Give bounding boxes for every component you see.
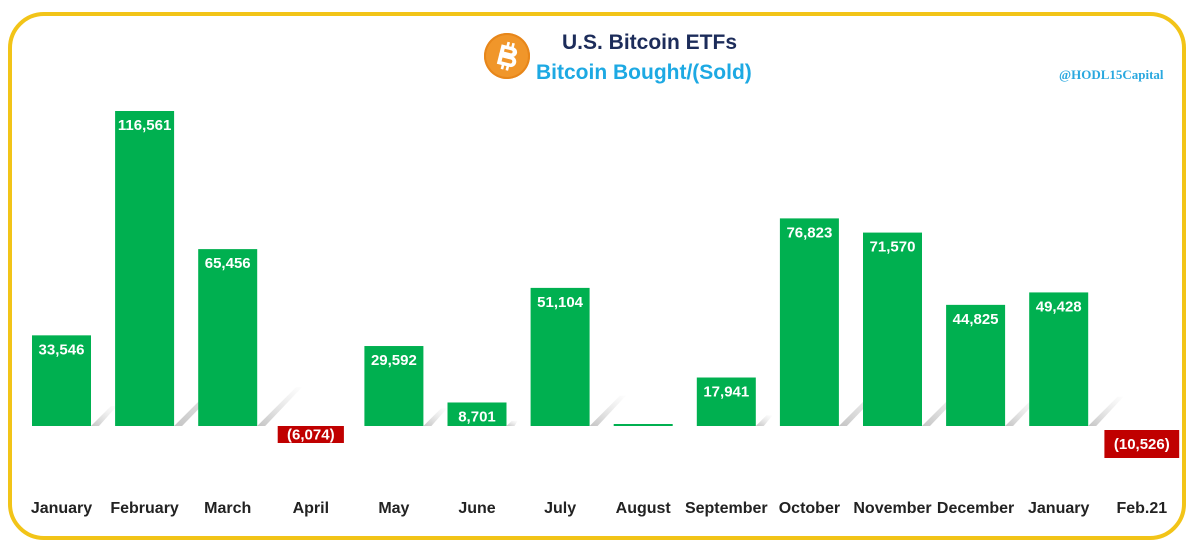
bitcoin-logo-icon: [484, 33, 530, 79]
bar-9: [779, 218, 839, 426]
data-label-8: 17,941: [703, 384, 749, 401]
x-tick-label-6: July: [544, 500, 576, 517]
data-label-0: 33,546: [39, 341, 85, 358]
data-label-4: 29,592: [371, 352, 417, 369]
x-tick-label-11: December: [937, 500, 1014, 517]
x-tick-label-3: April: [293, 500, 329, 517]
x-tick-label-0: January: [31, 500, 92, 517]
data-label-1: 116,561: [118, 117, 171, 134]
x-tick-label-10: November: [853, 500, 931, 517]
chart-subtitle: Bitcoin Bought/(Sold): [536, 61, 752, 84]
author-handle: @HODL15Capital: [1059, 67, 1164, 82]
data-label-2: 65,456: [205, 255, 251, 272]
x-tick-label-5: June: [458, 500, 495, 517]
data-label-13: (10,526): [1114, 436, 1170, 453]
x-tick-label-7: August: [616, 500, 672, 517]
x-tick-label-2: March: [204, 500, 251, 517]
bar-shadow: [589, 395, 626, 426]
x-tick-label-4: May: [378, 500, 409, 517]
bar-shadow: [423, 408, 447, 426]
bar-5: [447, 402, 507, 426]
bar-1: [115, 111, 175, 426]
data-label-12: 49,428: [1036, 298, 1082, 315]
bar-8: [696, 377, 756, 426]
data-label-9: 76,823: [786, 224, 832, 241]
bar-7: [613, 424, 673, 426]
bar-6: [530, 287, 590, 426]
data-label-5: 8,701: [458, 408, 496, 425]
bar-0: [32, 335, 91, 426]
bar-shadow: [1088, 396, 1124, 426]
bar-10: [863, 232, 922, 426]
bar-shadow: [91, 406, 117, 426]
bar-shadow: [257, 387, 303, 426]
bar-shadow: [506, 420, 518, 426]
bar-11: [946, 304, 1006, 426]
bar-3: [277, 426, 344, 443]
x-tick-label-12: January: [1028, 500, 1089, 517]
x-tick-label-8: September: [685, 500, 768, 517]
bar-13: [1104, 430, 1180, 458]
bar-shadow: [755, 415, 773, 426]
data-label-3: (6,074): [287, 427, 335, 444]
data-label-6: 51,104: [537, 294, 584, 311]
chart-title: U.S. Bitcoin ETFs: [562, 31, 738, 54]
x-tick-label-1: February: [110, 500, 179, 517]
bar-2: [198, 249, 258, 426]
bar-4: [364, 346, 424, 426]
x-tick-label-9: October: [779, 500, 840, 517]
bar-12: [1029, 292, 1089, 426]
x-tick-label-13: Feb.21: [1116, 500, 1167, 517]
data-label-10: 71,570: [870, 239, 916, 256]
data-label-11: 44,825: [953, 311, 999, 328]
